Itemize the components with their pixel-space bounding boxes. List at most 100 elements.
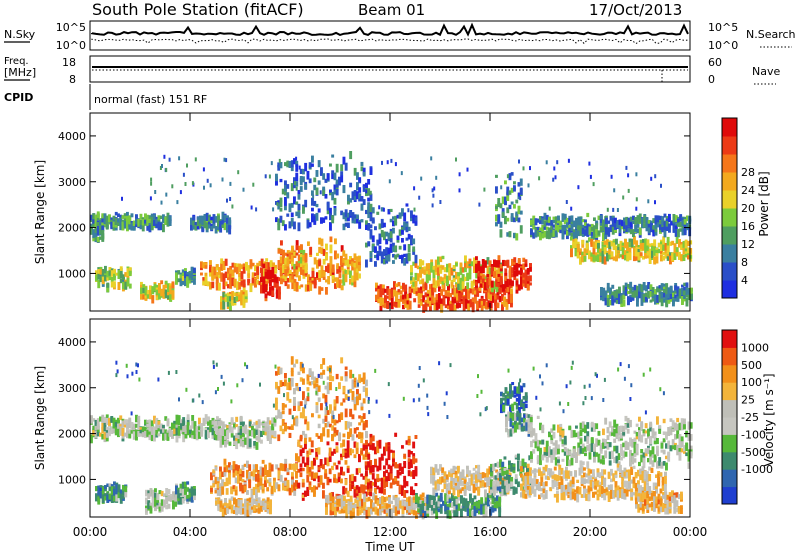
heatmap-cell [602,291,606,298]
heatmap-cell [633,247,636,257]
heatmap-cell [417,503,421,508]
heatmap-cell [223,214,227,222]
heatmap-cell [344,253,348,259]
heatmap-cell [361,507,364,514]
heatmap-cell [266,501,270,505]
heatmap-cell [495,279,499,287]
heatmap-cell [215,424,218,431]
heatmap-cell [224,271,228,278]
heatmap-cell [322,217,326,223]
heatmap-cell [337,476,341,483]
heatmap-cell [293,463,297,472]
heatmap-cell [444,304,448,309]
heatmap-cell [146,429,150,437]
heatmap-cell [302,274,306,279]
heatmap-cell [179,488,183,494]
heatmap-cell [681,228,685,236]
heatmap-cell [221,489,225,495]
heatmap-cell [443,273,447,279]
heatmap-cell [242,299,246,308]
heatmap-cell [618,219,622,229]
heatmap-cell [242,187,245,192]
heatmap-cell [251,272,255,278]
heatmap-cell [526,284,530,291]
heatmap-cell [346,448,350,458]
heatmap-cell [260,430,263,437]
heatmap-cell [166,432,170,441]
heatmap-cell [186,163,188,168]
heatmap-cell [421,492,425,498]
heatmap-cell [519,187,523,195]
heatmap-cell [122,274,125,280]
heatmap-cell [398,471,402,476]
heatmap-cell [315,448,319,457]
heatmap-cell [400,171,403,176]
heatmap-cell [319,481,323,485]
heatmap-cell [440,288,444,296]
nsearch-tick-low: 10^0 [708,39,738,52]
heatmap-cell [662,255,666,261]
heatmap-cell [284,252,288,256]
heatmap-cell [94,419,98,426]
heatmap-cell [612,207,615,212]
heatmap-cell [117,418,120,423]
heatmap-cell [479,266,483,274]
heatmap-cell [665,283,669,291]
heatmap-cell [566,231,569,236]
heatmap-cell [90,415,93,424]
heatmap-cell [146,419,150,425]
heatmap-cell [371,207,375,214]
heatmap-cell [207,416,210,422]
heatmap-cell [628,241,632,245]
heatmap-cell [636,286,639,290]
heatmap-cell [378,238,382,245]
heatmap-cell [505,302,509,310]
heatmap-cell [381,495,385,505]
heatmap-cell [232,461,236,470]
heatmap-cell [570,232,574,239]
heatmap-cell [452,265,456,270]
heatmap-cell [215,271,219,279]
heatmap-cell [675,250,679,257]
heatmap-cell [210,487,213,493]
heatmap-cell [302,269,306,276]
heatmap-cell [262,506,266,511]
heatmap-cell [410,497,414,502]
colorbar-segment [722,190,737,209]
heatmap-cell [566,222,569,228]
heatmap-cell [236,267,239,275]
heatmap-cell [342,250,346,257]
heatmap-cell [220,272,224,278]
heatmap-cell [257,501,261,511]
heatmap-cell [286,392,290,401]
heatmap-cell [529,282,532,286]
heatmap-cell [383,465,386,470]
heatmap-cell [687,240,690,247]
heatmap-cell [495,174,498,178]
heatmap-cell [113,281,116,288]
heatmap-cell [490,280,494,288]
heatmap-cell [293,158,296,165]
heatmap-cell [403,490,407,498]
heatmap-cell [327,264,331,274]
heatmap-cell [162,223,165,233]
heatmap-cell [266,273,270,280]
heatmap-cell [385,476,389,484]
heatmap-cell [634,224,638,232]
heatmap-cell [584,229,587,236]
heatmap-cell [266,422,270,431]
heatmap-cell [407,458,411,462]
heatmap-cell [412,441,416,449]
heatmap-cell [148,218,152,223]
heatmap-cell [396,464,400,469]
heatmap-cell [177,415,181,423]
heatmap-cell [415,499,418,509]
heatmap-cell [117,485,121,493]
heatmap-cell [504,180,507,185]
heatmap-cell [492,295,495,303]
heatmap-cell [96,236,100,243]
heatmap-cell [331,451,334,456]
heatmap-cell [407,226,411,231]
heatmap-cell [367,443,370,447]
heatmap-cell [345,510,349,519]
